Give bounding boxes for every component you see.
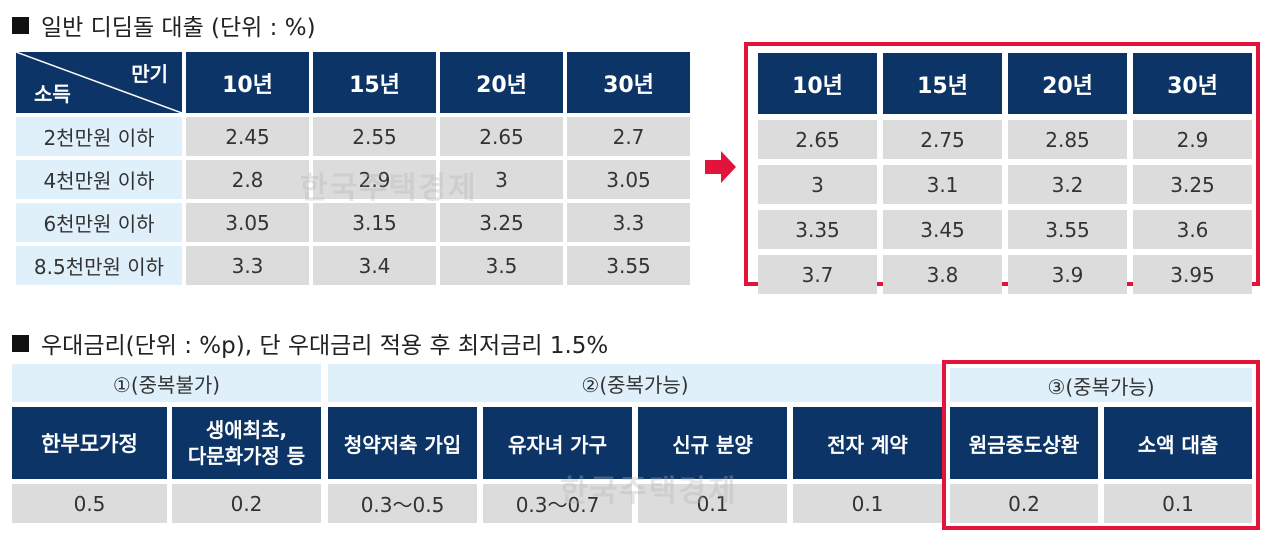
overlap-group-highlight-box: [942, 360, 1260, 530]
group-header-overlap-2: ②(중복가능): [328, 364, 942, 402]
income-label: 8.5천만원 이하: [16, 246, 182, 285]
loan-rate-table: 만기 소득 10년 15년 20년 30년 2천만원 이하 2.45 2.55 …: [12, 48, 694, 289]
new-rate-cell: 3.1: [883, 165, 1002, 204]
rate-cell: 2.45: [186, 117, 309, 156]
rate-cell: 3.4: [313, 246, 436, 285]
item-header-savings: 청약저축 가입: [328, 407, 477, 479]
item-header-line-1: 생애최초,: [205, 418, 288, 442]
rate-cell: 3.25: [440, 203, 563, 242]
rate-cell: 3.05: [567, 160, 690, 199]
item-header-line-2: 다문화가정 등: [187, 444, 306, 468]
item-header-first-home: 생애최초, 다문화가정 등: [172, 407, 321, 479]
new-rate-cell: 3.25: [1133, 165, 1252, 204]
rate-cell: 2.7: [567, 117, 690, 156]
item-header-e-contract: 전자 계약: [793, 407, 942, 479]
rate-cell: 3.3: [186, 246, 309, 285]
discount-value-cell: 0.1: [638, 484, 787, 523]
new-rate-cell: 3.8: [883, 255, 1002, 294]
term-header: 15년: [313, 52, 436, 113]
income-label: 2천만원 이하: [16, 117, 182, 156]
new-rate-cell: 2.9: [1133, 120, 1252, 159]
new-rate-cell: 3.9: [1008, 255, 1127, 294]
item-header-new-sale: 신규 분양: [638, 407, 787, 479]
term-header: 10년: [186, 52, 309, 113]
item-header-small-loan: 소액 대출: [1104, 407, 1252, 479]
new-rate-cell: 3.55: [1008, 210, 1127, 249]
rate-cell: 2.9: [313, 160, 436, 199]
rate-cell: 3.5: [440, 246, 563, 285]
discount-value-cell: 0.1: [793, 484, 942, 523]
rate-cell: 2.65: [440, 117, 563, 156]
rate-cell: 3.05: [186, 203, 309, 242]
term-header: 20년: [440, 52, 563, 113]
discount-value-cell: 0.2: [950, 484, 1098, 523]
loan-section-title: 일반 디딤돌 대출 (단위 : %): [41, 15, 316, 41]
discount-value-cell: 0.3～0.5: [328, 484, 477, 523]
discount-section-title: 우대금리(단위 : %p), 단 우대금리 적용 후 최저금리 1.5%: [41, 333, 609, 359]
term-header: 30년: [1133, 53, 1252, 114]
new-rate-cell: 3.7: [758, 255, 877, 294]
rate-cell: 3.3: [567, 203, 690, 242]
discount-section-heading: 우대금리(단위 : %p), 단 우대금리 적용 후 최저금리 1.5%: [12, 326, 608, 360]
watermark-text: 한국주택경제: [560, 474, 738, 509]
new-rate-table: 10년 15년 20년 30년 2.65 2.75 2.85 2.9 3 3.1…: [753, 48, 1257, 299]
rate-cell: 2.8: [186, 160, 309, 199]
rate-cell: 3.55: [567, 246, 690, 285]
corner-income-label: 소득: [34, 82, 71, 106]
discount-value-cell: 0.1: [1104, 484, 1252, 523]
term-header: 20년: [1008, 53, 1127, 114]
new-rate-cell: 3.6: [1133, 210, 1252, 249]
new-rate-cell: 3.45: [883, 210, 1002, 249]
discount-value-cell: 0.5: [12, 484, 167, 523]
term-header: 15년: [883, 53, 1002, 114]
term-header: 30년: [567, 52, 690, 113]
group-header-non-overlap: ①(중복불가): [12, 364, 321, 402]
item-header-children: 유자녀 가구: [483, 407, 632, 479]
square-bullet-icon: [12, 334, 29, 352]
income-label: 6천만원 이하: [16, 203, 182, 242]
rate-cell: 3: [440, 160, 563, 199]
rate-cell: 3.15: [313, 203, 436, 242]
watermark-text: 한국주택경제: [300, 171, 478, 206]
income-label: 4천만원 이하: [16, 160, 182, 199]
corner-cell: 만기 소득: [16, 52, 182, 113]
new-rate-cell: 2.75: [883, 120, 1002, 159]
new-rate-cell: 3.95: [1133, 255, 1252, 294]
rate-cell: 2.55: [313, 117, 436, 156]
item-header-single-parent: 한부모가정: [12, 407, 167, 479]
item-header-prepayment: 원금중도상환: [950, 407, 1098, 479]
new-rate-highlight-box: [744, 42, 1260, 286]
discount-value-cell: 0.3～0.7: [483, 484, 632, 523]
corner-term-label: 만기: [131, 62, 168, 86]
diagonal-divider: [16, 52, 182, 113]
square-bullet-icon: [12, 16, 29, 34]
new-rate-cell: 2.65: [758, 120, 877, 159]
arrow-right-icon: [705, 151, 736, 183]
new-rate-cell: 2.85: [1008, 120, 1127, 159]
discount-value-cell: 0.2: [172, 484, 321, 523]
group-header-overlap-3: ③(중복가능): [950, 368, 1252, 402]
loan-section-heading: 일반 디딤돌 대출 (단위 : %): [12, 8, 316, 42]
new-rate-cell: 3.35: [758, 210, 877, 249]
term-header: 10년: [758, 53, 877, 114]
new-rate-cell: 3: [758, 165, 877, 204]
new-rate-cell: 3.2: [1008, 165, 1127, 204]
